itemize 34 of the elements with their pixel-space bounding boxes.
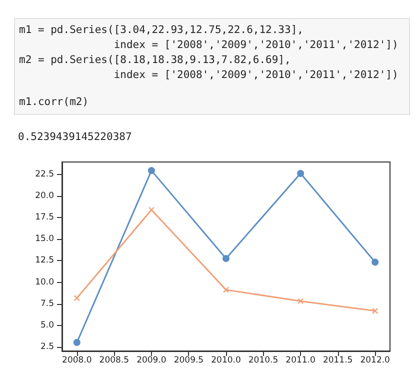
point bbox=[297, 170, 304, 177]
point bbox=[222, 286, 230, 293]
x-tick-label: 2011.0 bbox=[286, 356, 316, 366]
y-tick-label: 20.0 bbox=[35, 190, 54, 201]
y-tick-label: 7.5 bbox=[40, 298, 54, 309]
point bbox=[148, 206, 155, 213]
y-tick-label: 17.5 bbox=[35, 212, 54, 222]
text: m2 = pd.Series([8.18,18.38,9.13,7.82,6.69], bbox=[19, 53, 292, 68]
x-tick-label: 2008.0 bbox=[62, 356, 92, 366]
point bbox=[372, 308, 378, 314]
point bbox=[148, 167, 155, 174]
y-tick-label: 5.0 bbox=[40, 320, 54, 331]
text: m1.corr(m2) bbox=[19, 95, 90, 110]
text: index = ['2008','2009','2010','2011','2012']) bbox=[112, 38, 400, 53]
text: m1 = pd.Series([3.04,22.93,12.75,22.6,12.33], bbox=[19, 23, 304, 38]
point bbox=[297, 298, 304, 304]
point bbox=[222, 255, 230, 262]
y-tick-label: 2.5 bbox=[40, 342, 54, 352]
y-tick-label: 22.5 bbox=[35, 169, 54, 180]
text: 0.5239439145220387 bbox=[18, 130, 132, 145]
y-tick-label: 12.5 bbox=[35, 256, 54, 266]
y-tick-label: 10.0 bbox=[35, 277, 54, 288]
x-tick-label: 2008.5 bbox=[99, 356, 130, 366]
y-tick-label: 15.0 bbox=[35, 234, 54, 244]
text: index = ['2008','2009','2010','2011','2012']) bbox=[112, 68, 400, 83]
x-tick-label: 2011.5 bbox=[322, 356, 353, 366]
x-tick-label: 2009.5 bbox=[174, 356, 204, 366]
x-tick-label: 2012.0 bbox=[360, 356, 390, 366]
point bbox=[372, 258, 379, 266]
x-tick-label: 2009.0 bbox=[136, 356, 166, 366]
x-tick-label: 2010.5 bbox=[248, 356, 278, 366]
x-tick-label: 2010.0 bbox=[211, 356, 241, 366]
point bbox=[74, 294, 80, 302]
point bbox=[73, 338, 80, 346]
